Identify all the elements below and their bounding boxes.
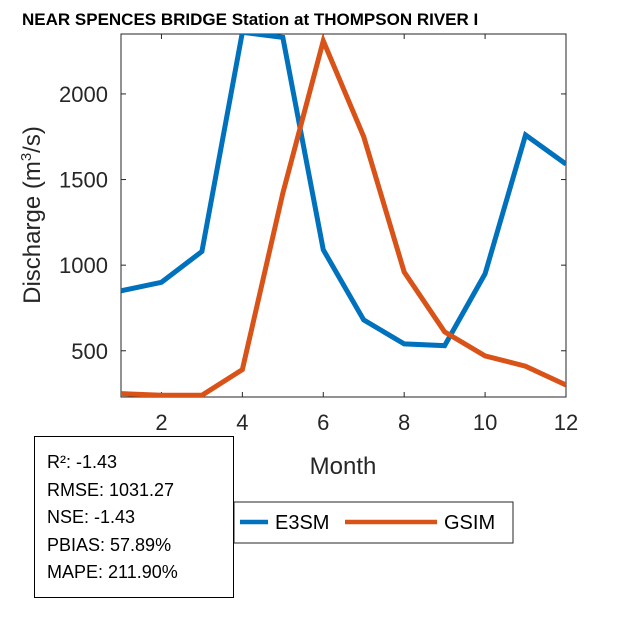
stats-nse: NSE: -1.43 [47, 507, 136, 527]
y-tick-label: 1500 [59, 168, 108, 193]
x-tick-label: 6 [317, 410, 329, 435]
plot-area [120, 33, 567, 398]
y-tick-label: 1000 [59, 253, 108, 278]
x-tick-label: 2 [155, 410, 167, 435]
legend: E3SM GSIM [233, 501, 514, 544]
x-axis-label: Month [310, 453, 377, 480]
x-tick-label: 12 [554, 410, 578, 435]
legend-label-e3sm: E3SM [275, 512, 329, 534]
x-tick-label: 4 [236, 410, 248, 435]
y-axis-label-end: /s) [19, 126, 46, 153]
stats-box: R²: -1.43 RMSE: 1031.27 NSE: -1.43 PBIAS… [34, 436, 234, 598]
series-line-gsim [121, 34, 566, 397]
chart-title: NEAR SPENCES BRIDGE Station at THOMPSON … [22, 10, 478, 29]
y-axis-label-superscript: 3 [18, 153, 35, 161]
stats-r2: R²: -1.43 [47, 452, 118, 472]
stats-pbias: PBIAS: 57.89% [47, 534, 172, 555]
x-tick-label: 10 [473, 410, 497, 435]
x-axis-ticks: 2 4 6 8 10 12 [155, 34, 578, 435]
stats-mape: MAPE: 211.90% [47, 562, 178, 582]
x-tick-label: 8 [398, 410, 410, 435]
y-tick-label: 500 [71, 339, 108, 364]
y-axis-label-main: Discharge (m [19, 161, 46, 304]
legend-label-gsim: GSIM [444, 512, 495, 534]
series-line-e3sm [121, 34, 566, 349]
y-axis-ticks: 500 1000 1500 2000 [59, 82, 566, 364]
y-tick-label: 2000 [59, 82, 108, 107]
stats-rmse: RMSE: 1031.27 [47, 479, 175, 500]
series-lines [121, 34, 566, 397]
y-axis-label: Discharge (m3/s) [18, 126, 46, 304]
